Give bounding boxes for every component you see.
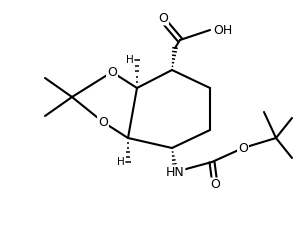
Text: O: O: [107, 66, 117, 78]
Text: H: H: [117, 157, 125, 167]
Text: HN: HN: [166, 165, 184, 179]
Text: H: H: [126, 55, 134, 65]
Text: O: O: [210, 179, 220, 191]
Text: O: O: [98, 116, 108, 128]
Text: O: O: [158, 11, 168, 25]
Text: OH: OH: [213, 23, 232, 37]
Text: O: O: [238, 142, 248, 154]
